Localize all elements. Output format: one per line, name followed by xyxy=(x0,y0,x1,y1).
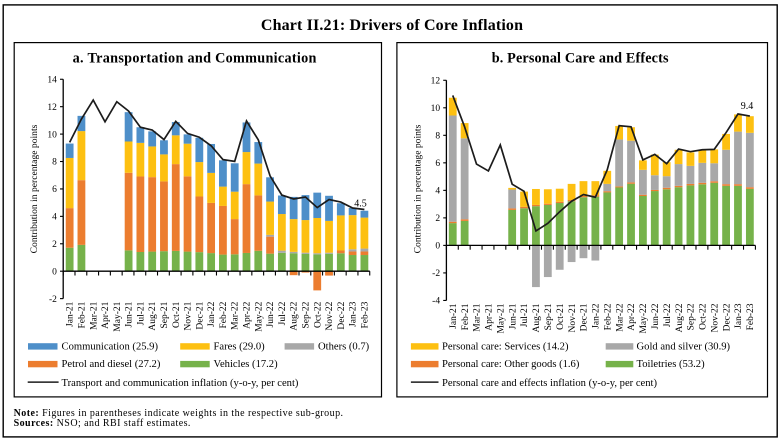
svg-text:-2: -2 xyxy=(49,295,57,305)
svg-text:Communication (25.9): Communication (25.9) xyxy=(62,342,159,353)
svg-text:Personal care and effects infl: Personal care and effects inflation (y-o… xyxy=(442,378,657,389)
svg-text:12: 12 xyxy=(431,76,441,86)
svg-text:2: 2 xyxy=(435,214,440,224)
svg-text:Vehicles (17.2): Vehicles (17.2) xyxy=(214,359,279,370)
svg-text:0: 0 xyxy=(435,242,440,252)
svg-text:8: 8 xyxy=(52,158,57,168)
svg-text:Mar-21: Mar-21 xyxy=(473,303,483,332)
svg-text:Feb-23: Feb-23 xyxy=(360,301,370,328)
svg-text:Mar-22: Mar-22 xyxy=(615,303,625,332)
svg-text:Personal care: Other goods (1.: Personal care: Other goods (1.6) xyxy=(442,359,580,370)
svg-text:Jan-22: Jan-22 xyxy=(207,301,217,327)
svg-text:Dec-21: Dec-21 xyxy=(195,301,205,329)
svg-text:Dec-22: Dec-22 xyxy=(337,301,347,329)
svg-text:Oct-22: Oct-22 xyxy=(699,303,709,330)
svg-text:Jan-23: Jan-23 xyxy=(734,303,744,329)
svg-text:Gold and silver (30.9): Gold and silver (30.9) xyxy=(637,342,731,353)
svg-text:Apr-22: Apr-22 xyxy=(627,303,637,330)
svg-text:0: 0 xyxy=(52,267,57,277)
svg-text:4: 4 xyxy=(52,213,57,223)
svg-text:Jan-22: Jan-22 xyxy=(592,303,602,329)
svg-text:Feb-21: Feb-21 xyxy=(77,301,87,328)
svg-text:Apr-22: Apr-22 xyxy=(243,301,253,328)
svg-text:Aug-22: Aug-22 xyxy=(290,301,300,330)
svg-text:-4: -4 xyxy=(432,297,440,307)
svg-text:Apr-21: Apr-21 xyxy=(485,303,495,330)
svg-text:4.5: 4.5 xyxy=(354,199,367,210)
svg-text:6: 6 xyxy=(435,159,440,169)
svg-text:Jun-22: Jun-22 xyxy=(266,301,276,327)
svg-text:Feb-22: Feb-22 xyxy=(603,303,613,330)
svg-text:Toiletries (53.2): Toiletries (53.2) xyxy=(637,359,706,370)
svg-text:May-21: May-21 xyxy=(113,301,123,331)
svg-text:10: 10 xyxy=(431,104,441,114)
svg-text:4: 4 xyxy=(435,187,440,197)
svg-text:Feb-21: Feb-21 xyxy=(461,303,471,330)
svg-text:Jun-22: Jun-22 xyxy=(651,303,661,329)
svg-text:Oct-21: Oct-21 xyxy=(556,303,566,330)
svg-text:b. Personal Care and Effects: b. Personal Care and Effects xyxy=(492,51,669,67)
svg-text:-2: -2 xyxy=(432,269,440,279)
svg-text:Fares (29.0): Fares (29.0) xyxy=(214,342,266,353)
svg-text:Sep-21: Sep-21 xyxy=(544,303,554,330)
svg-text:10: 10 xyxy=(47,130,57,140)
svg-text:12: 12 xyxy=(47,103,57,113)
svg-text:May-22: May-22 xyxy=(254,301,264,331)
svg-text:a. Transportation and Communic: a. Transportation and Communication xyxy=(73,51,317,67)
svg-text:Dec-21: Dec-21 xyxy=(580,303,590,331)
svg-text:Nov-21: Nov-21 xyxy=(568,303,578,332)
svg-text:6: 6 xyxy=(52,185,57,195)
svg-text:Transport and communication in: Transport and communication inflation (y… xyxy=(62,378,299,389)
svg-text:9.4: 9.4 xyxy=(741,101,754,112)
svg-text:Chart II.21: Drivers of Core I: Chart II.21: Drivers of Core Inflation xyxy=(261,17,523,34)
svg-text:Feb-22: Feb-22 xyxy=(219,301,229,328)
svg-text:14: 14 xyxy=(47,75,57,85)
svg-text:Oct-21: Oct-21 xyxy=(172,301,182,328)
svg-text:Nov-22: Nov-22 xyxy=(325,301,335,330)
svg-text:Mar-21: Mar-21 xyxy=(89,301,99,330)
svg-text:Jul-22: Jul-22 xyxy=(278,301,288,325)
svg-text:Contribution in percentage poi: Contribution in percentage points xyxy=(413,124,424,253)
svg-text:Feb-23: Feb-23 xyxy=(746,303,756,330)
svg-text:Jun-21: Jun-21 xyxy=(125,301,135,327)
svg-text:Contribution in percentage poi: Contribution in percentage points xyxy=(29,124,40,253)
svg-text:Jul-21: Jul-21 xyxy=(136,301,146,325)
svg-text:2: 2 xyxy=(52,240,57,250)
svg-text:Note: Figures in parentheses i: Note: Figures in parentheses indicate we… xyxy=(14,408,344,419)
svg-text:Apr-21: Apr-21 xyxy=(101,301,111,328)
svg-text:Personal care: Services (14.2): Personal care: Services (14.2) xyxy=(442,342,569,353)
svg-text:Oct-22: Oct-22 xyxy=(313,301,323,328)
svg-text:Dec-22: Dec-22 xyxy=(722,303,732,331)
svg-text:Jun-21: Jun-21 xyxy=(508,303,518,329)
svg-text:Jan-21: Jan-21 xyxy=(449,303,459,329)
svg-text:Sep-21: Sep-21 xyxy=(160,301,170,328)
svg-text:Sep-22: Sep-22 xyxy=(302,301,312,328)
svg-text:Jul-21: Jul-21 xyxy=(520,303,530,327)
svg-text:Aug-21: Aug-21 xyxy=(148,301,158,330)
svg-text:Aug-22: Aug-22 xyxy=(675,303,685,332)
svg-text:Sources: NSO; and RBI staff es: Sources: NSO; and RBI staff estimates. xyxy=(14,418,191,429)
svg-text:8: 8 xyxy=(435,132,440,142)
svg-text:Jan-23: Jan-23 xyxy=(349,301,359,327)
svg-text:May-21: May-21 xyxy=(496,303,506,333)
svg-text:Aug-21: Aug-21 xyxy=(532,303,542,332)
svg-text:Jan-21: Jan-21 xyxy=(66,301,76,327)
svg-text:Jul-22: Jul-22 xyxy=(663,303,673,327)
svg-text:Others (0.7): Others (0.7) xyxy=(318,342,370,353)
svg-text:May-22: May-22 xyxy=(639,303,649,333)
svg-text:Petrol and diesel (27.2): Petrol and diesel (27.2) xyxy=(62,359,161,370)
svg-text:Sep-22: Sep-22 xyxy=(687,303,697,330)
svg-text:Mar-22: Mar-22 xyxy=(231,301,241,330)
svg-text:Nov-22: Nov-22 xyxy=(710,303,720,332)
svg-text:Nov-21: Nov-21 xyxy=(184,301,194,330)
